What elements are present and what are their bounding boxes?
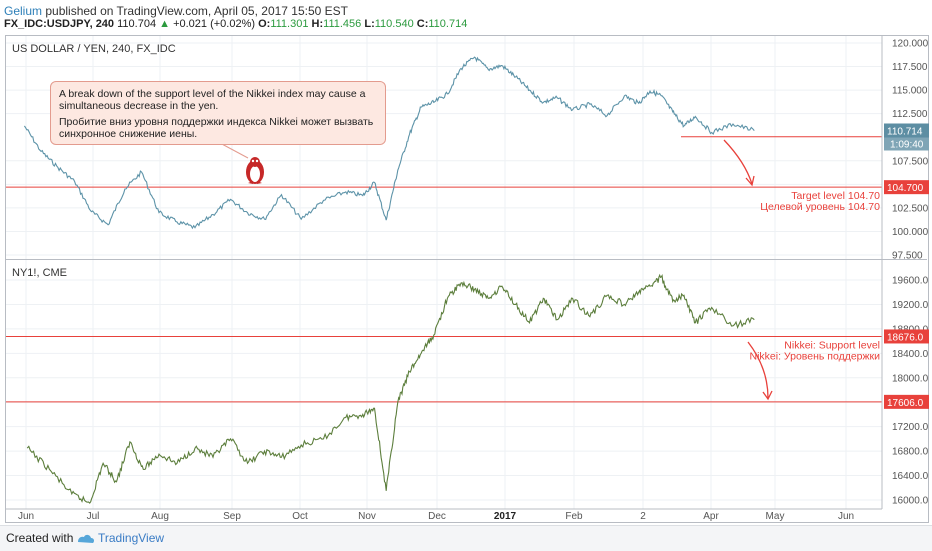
label-layer: US DOLLAR / YEN, 240, FX_IDC110.045104.7… bbox=[12, 43, 929, 409]
price-change: +0.021 (+0.02%) bbox=[173, 18, 256, 30]
annotation-text-en: A break down of the support level of the… bbox=[59, 88, 366, 112]
forecast-arrow bbox=[723, 139, 753, 185]
y-tick-label: 16800.0 bbox=[892, 447, 929, 458]
level-label: Nikkei: Support level bbox=[784, 339, 880, 351]
level-price-tag bbox=[884, 394, 929, 409]
level-label: Target level 104.70 bbox=[791, 190, 880, 202]
y-tick-label: 112.500 bbox=[892, 109, 928, 120]
usdjpy-price-line bbox=[23, 56, 755, 230]
high-value: 111.456 bbox=[323, 18, 362, 30]
y-tick-label: 115.000 bbox=[892, 86, 928, 97]
last-price-tag bbox=[884, 123, 929, 138]
level-label-ru: Nikkei: Уровень поддержки bbox=[750, 350, 881, 362]
countdown-tag bbox=[884, 137, 929, 151]
panel-title: US DOLLAR / YEN, 240, FX_IDC bbox=[12, 43, 176, 55]
level-price-tag bbox=[884, 329, 929, 344]
level-price-text: 18676.0 bbox=[887, 332, 924, 343]
penguin-feet bbox=[248, 181, 262, 184]
x-tick-label: May bbox=[766, 511, 785, 522]
open-label: O: bbox=[258, 18, 271, 30]
levels-layer bbox=[6, 136, 882, 403]
x-tick-label: Jul bbox=[87, 511, 100, 522]
last-price-text: 110.714 bbox=[887, 126, 923, 137]
forecast-arrow bbox=[747, 341, 769, 399]
arrow-head-icon bbox=[762, 390, 773, 401]
level-price-text: 104.700 bbox=[887, 183, 924, 194]
tradingview-brand-link[interactable]: TradingView bbox=[98, 531, 165, 545]
chart-frame[interactable] bbox=[5, 35, 929, 523]
x-tick-label: Oct bbox=[292, 511, 308, 522]
close-value: 110.714 bbox=[428, 18, 468, 30]
published-text: published on TradingView.com, April 05, … bbox=[45, 4, 349, 18]
y-tick-label: 117.500 bbox=[892, 62, 928, 73]
y-tick-label: 97.500 bbox=[892, 251, 923, 262]
x-tick-label: Nov bbox=[358, 511, 376, 522]
panel-title: NY1!, CME bbox=[12, 267, 67, 279]
y-tick-label: 18000.0 bbox=[892, 373, 929, 384]
x-tick-label: Sep bbox=[223, 511, 241, 522]
penguin-belly bbox=[250, 166, 260, 182]
annotation-callout[interactable]: A break down of the support level of the… bbox=[50, 81, 386, 145]
level-price-tag bbox=[884, 180, 929, 195]
y-tick-label: 102.500 bbox=[892, 203, 929, 214]
penguin-eye bbox=[251, 159, 255, 163]
symbol-label: FX_IDC:USDJPY, 240 bbox=[4, 18, 115, 30]
last-price: 110.704 bbox=[117, 18, 157, 30]
y-tick-label: 100.000 bbox=[892, 227, 929, 238]
annotation-text-ru: Пробитие вниз уровня поддержки индекса N… bbox=[59, 116, 374, 140]
x-tick-label: Jun bbox=[838, 511, 854, 522]
publish-info: Gelium published on TradingView.com, Apr… bbox=[4, 4, 348, 18]
x-tick-label: Jun bbox=[18, 511, 34, 522]
chart-canvas[interactable]: 120.000117.500115.000112.500107.500105.0… bbox=[0, 0, 932, 525]
y-tick-label: 18400.0 bbox=[892, 349, 929, 360]
x-tick-label: Dec bbox=[428, 511, 446, 522]
y-tick-label: 107.500 bbox=[892, 156, 929, 167]
level-price-text: 17606.0 bbox=[887, 398, 924, 409]
x-tick-label: 2017 bbox=[494, 511, 517, 522]
nikkei-price-line bbox=[26, 273, 755, 504]
x-tick-label: Apr bbox=[703, 511, 719, 522]
level-label-ru: Целевой уровень 104.70 bbox=[760, 201, 880, 213]
x-tick-label: 2 bbox=[640, 511, 646, 522]
tradingview-logo-icon[interactable] bbox=[76, 532, 96, 546]
penguin-head bbox=[250, 157, 260, 167]
arrow-head-icon bbox=[745, 175, 755, 187]
low-value: 110.540 bbox=[374, 18, 414, 30]
y-tick-label: 16400.0 bbox=[892, 471, 929, 482]
low-label: L: bbox=[364, 18, 375, 30]
y-tick-label: 19200.0 bbox=[892, 300, 929, 311]
y-tick-label: 120.000 bbox=[892, 39, 929, 50]
publisher-name[interactable]: Gelium bbox=[4, 4, 43, 18]
countdown-text: 1:09:40 bbox=[890, 139, 924, 150]
created-with-text: Created with bbox=[6, 531, 74, 545]
y-tick-label: 17200.0 bbox=[892, 422, 929, 433]
penguin-icon bbox=[246, 157, 264, 184]
y-tick-label: 16000.0 bbox=[892, 496, 929, 507]
symbol-info: FX_IDC:USDJPY, 240 110.704 ▲ +0.021 (+0.… bbox=[4, 18, 467, 30]
penguin-eye bbox=[255, 159, 259, 163]
footer-bar: Created with TradingView bbox=[0, 525, 932, 551]
y-tick-label: 19600.0 bbox=[892, 276, 929, 287]
open-value: 111.301 bbox=[270, 18, 309, 30]
deco-layer bbox=[219, 139, 773, 401]
x-tick-label: Aug bbox=[151, 511, 169, 522]
close-label: C: bbox=[416, 18, 429, 30]
callout-pointer bbox=[219, 142, 249, 159]
up-arrow-icon: ▲ bbox=[159, 18, 171, 30]
series-layer bbox=[23, 56, 755, 504]
x-tick-label: Feb bbox=[565, 511, 583, 522]
high-label: H: bbox=[311, 18, 324, 30]
